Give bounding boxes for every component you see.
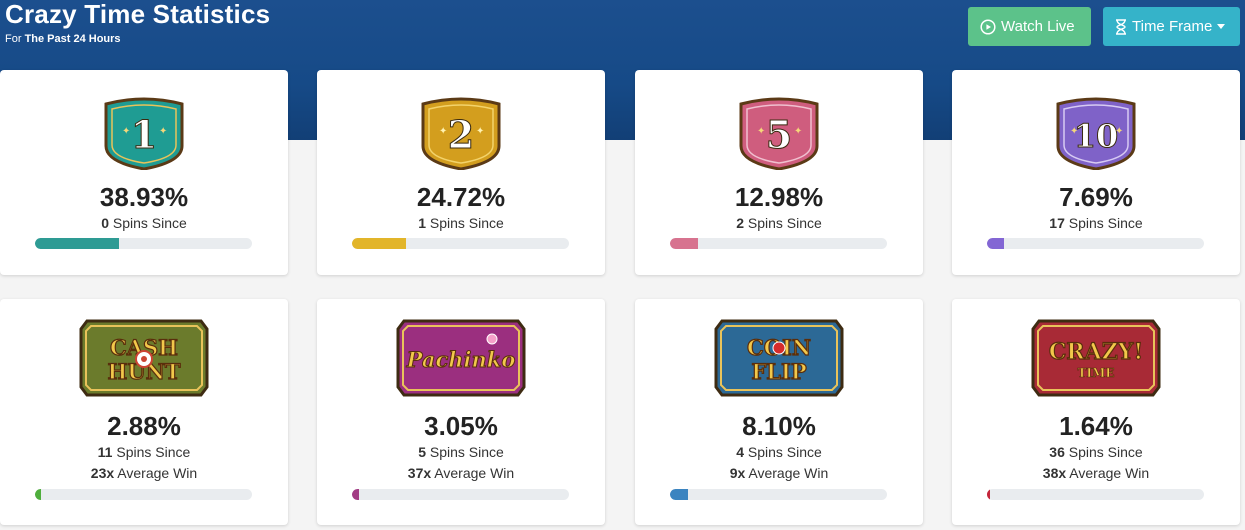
average-win: 9x Average Win xyxy=(729,465,829,481)
progress-fill xyxy=(670,489,688,500)
spins-since: 11 Spins Since xyxy=(97,444,191,460)
spins-since: 5 Spins Since xyxy=(418,444,504,460)
stat-card-crazy-time: CRAZY! TIME 1.64% 36 Spins Since 38x Ave… xyxy=(952,299,1240,525)
svg-text:COIN: COIN xyxy=(747,335,811,360)
card-percent: 8.10% xyxy=(742,411,816,441)
subtitle-prefix: For xyxy=(5,33,22,45)
stat-card-coin-flip: COIN FLIP 8.10% 4 Spins Since 9x Average… xyxy=(635,299,923,525)
progress-bar xyxy=(987,489,1204,500)
svg-text:✦: ✦ xyxy=(794,126,802,137)
svg-text:HUNT: HUNT xyxy=(108,359,181,384)
average-win: 23x Average Win xyxy=(90,465,198,481)
svg-text:CRAZY!: CRAZY! xyxy=(1049,339,1143,365)
spins-since: 0 Spins Since xyxy=(101,215,187,231)
pachinko-logo: Pachinko xyxy=(396,319,526,397)
stat-card-2: 2 ✦ ✦ 24.72% 1 Spins Since xyxy=(317,70,605,275)
cash-hunt-logo: CASH HUNT xyxy=(79,319,209,397)
stat-card-5: 5 ✦ ✦ 12.98% 2 Spins Since xyxy=(635,70,923,275)
number-10-badge: 10 ✦ ✦ xyxy=(1056,97,1136,170)
progress-bar xyxy=(670,238,887,249)
time-frame-label: Time Frame xyxy=(1132,18,1213,35)
badge-label: 2 xyxy=(448,112,474,157)
progress-bar xyxy=(987,238,1204,249)
spins-since: 4 Spins Since xyxy=(736,444,822,460)
card-percent: 38.93% xyxy=(99,182,189,212)
svg-text:✦: ✦ xyxy=(476,126,484,137)
badge-label: 1 xyxy=(131,112,157,157)
svg-text:✦: ✦ xyxy=(122,126,130,137)
progress-fill xyxy=(987,489,991,500)
progress-fill xyxy=(352,238,406,249)
spins-since: 36 Spins Since xyxy=(1049,444,1143,460)
number-2-badge: 2 ✦ ✦ xyxy=(421,97,501,170)
spins-since: 2 Spins Since xyxy=(736,215,822,231)
play-circle-icon xyxy=(980,18,996,35)
badge-label: 5 xyxy=(766,112,792,157)
svg-text:✦: ✦ xyxy=(1070,126,1078,137)
chevron-down-icon xyxy=(1217,24,1226,29)
progress-bar xyxy=(35,489,252,500)
spins-since: 1 Spins Since xyxy=(418,215,504,231)
watch-live-button[interactable]: Watch Live xyxy=(968,7,1091,46)
progress-fill xyxy=(352,489,359,500)
crazy-time-logo: CRAZY! TIME xyxy=(1031,319,1161,397)
stat-card-1: 1 ✦ ✦ 38.93% 0 Spins Since xyxy=(0,70,288,275)
card-percent: 1.64% xyxy=(1059,411,1133,441)
progress-bar xyxy=(35,238,252,249)
svg-text:✦: ✦ xyxy=(1115,126,1123,137)
card-percent: 7.69% xyxy=(1059,182,1133,212)
card-percent: 24.72% xyxy=(416,182,506,212)
card-percent: 12.98% xyxy=(734,182,824,212)
progress-bar xyxy=(352,238,569,249)
page-title: Crazy Time Statistics xyxy=(5,0,271,29)
stat-card-pachinko: Pachinko 3.05% 5 Spins Since 37x Average… xyxy=(317,299,605,525)
watch-live-label: Watch Live xyxy=(1001,18,1075,35)
stat-card-cash-hunt: CASH HUNT 2.88% 11 Spins Since 23x Avera… xyxy=(0,299,288,525)
hourglass-icon xyxy=(1115,18,1127,35)
average-win: 38x Average Win xyxy=(1042,465,1150,481)
svg-text:Pachinko: Pachinko xyxy=(406,347,516,372)
card-percent: 2.88% xyxy=(107,411,181,441)
progress-fill xyxy=(35,238,120,249)
svg-text:✦: ✦ xyxy=(439,126,447,137)
badge-label: 10 xyxy=(1074,117,1119,155)
spins-since: 17 Spins Since xyxy=(1049,215,1143,231)
progress-bar xyxy=(352,489,569,500)
svg-text:✦: ✦ xyxy=(159,126,167,137)
progress-bar xyxy=(670,489,887,500)
time-frame-dropdown[interactable]: Time Frame xyxy=(1103,7,1240,46)
card-percent: 3.05% xyxy=(424,411,498,441)
svg-text:TIME: TIME xyxy=(1078,366,1115,380)
page-subtitle: For The Past 24 Hours xyxy=(5,33,121,45)
subtitle-range: The Past 24 Hours xyxy=(24,33,121,45)
coin-flip-logo: COIN FLIP xyxy=(714,319,844,397)
number-1-badge: 1 ✦ ✦ xyxy=(104,97,184,170)
progress-fill xyxy=(670,238,699,249)
number-5-badge: 5 ✦ ✦ xyxy=(739,97,819,170)
svg-text:✦: ✦ xyxy=(757,126,765,137)
progress-fill xyxy=(987,238,1004,249)
svg-text:FLIP: FLIP xyxy=(751,359,806,384)
average-win: 37x Average Win xyxy=(407,465,515,481)
stat-card-10: 10 ✦ ✦ 7.69% 17 Spins Since xyxy=(952,70,1240,275)
progress-fill xyxy=(35,489,42,500)
